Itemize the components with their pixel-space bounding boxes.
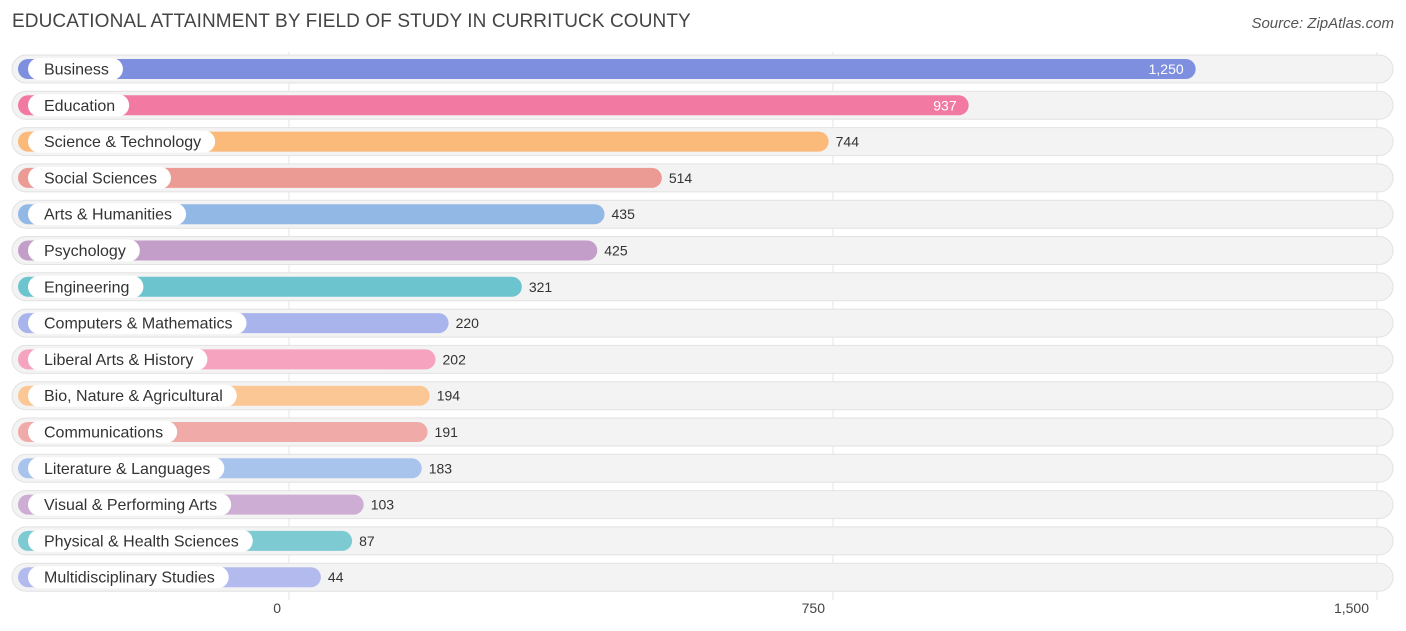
bar-label-pill xyxy=(28,457,225,480)
bar-row: Psychology 425 xyxy=(11,236,1394,265)
bar-label: Multidisciplinary Studies xyxy=(44,570,215,587)
bar-label: Social Sciences xyxy=(44,170,157,187)
bar-row: Physical & Health Sciences 87 xyxy=(11,526,1394,556)
bar-row: Business 1,250 xyxy=(11,54,1394,84)
value-label: 194 xyxy=(437,388,461,404)
bar-label: Psychology xyxy=(44,243,126,260)
bar-row: Science & Technology 744 xyxy=(11,127,1394,157)
x-tick-label: 750 xyxy=(802,600,826,616)
bar xyxy=(18,167,662,188)
bar-row: Liberal Arts & History 202 xyxy=(11,344,1394,374)
bar-label: Education xyxy=(44,98,115,115)
x-tick-label: 0 xyxy=(273,600,281,616)
x-tick-label: 1,500 xyxy=(1334,600,1369,616)
bar-label-pill xyxy=(28,203,187,226)
bar-row: Computers & Mathematics 220 xyxy=(11,308,1394,338)
value-label: 191 xyxy=(435,424,459,440)
bar-label: Visual & Performing Arts xyxy=(44,497,217,514)
bar-label-pill xyxy=(28,166,171,189)
value-label: 435 xyxy=(612,206,636,222)
bar-label-pill xyxy=(28,493,232,516)
bar xyxy=(18,95,969,116)
value-label: 514 xyxy=(669,170,693,186)
chart-title: EDUCATIONAL ATTAINMENT BY FIELD OF STUDY… xyxy=(12,11,691,32)
bar-label-pill xyxy=(28,421,178,443)
bar-label: Literature & Languages xyxy=(44,461,210,478)
value-label: 87 xyxy=(359,533,375,549)
bar-label-pill xyxy=(28,275,144,298)
bar-label-pill xyxy=(28,239,140,262)
bar-track xyxy=(11,562,1394,592)
bar-label: Engineering xyxy=(44,279,129,296)
bar xyxy=(18,240,598,261)
bar-label: Communications xyxy=(44,425,163,442)
bar-label-pill xyxy=(28,529,253,552)
bar-label-pill xyxy=(28,566,229,589)
value-label: 103 xyxy=(371,497,395,513)
bar-row: Social Sciences 514 xyxy=(11,163,1394,193)
value-label: 202 xyxy=(443,351,467,367)
x-axis-ticks: 0 750 1,500 xyxy=(273,600,1369,616)
bar-label: Science & Technology xyxy=(44,134,201,151)
bar-row: Bio, Nature & Agricultural 194 xyxy=(11,381,1394,411)
value-label: 44 xyxy=(328,569,344,585)
bar-label-pill xyxy=(28,58,123,80)
bar-label-pill xyxy=(28,348,208,371)
bar-label: Arts & Humanities xyxy=(44,207,172,224)
bar-row: Engineering 321 xyxy=(11,272,1394,302)
bar xyxy=(18,131,829,152)
bar-label-pill xyxy=(28,130,216,153)
bar-row: Multidisciplinary Studies 44 xyxy=(11,562,1394,592)
value-label: 937 xyxy=(933,97,957,113)
bar-label: Bio, Nature & Agricultural xyxy=(44,388,223,405)
bar-track xyxy=(11,526,1394,556)
bar-label: Physical & Health Sciences xyxy=(44,533,239,550)
value-label: 220 xyxy=(456,315,480,331)
bar-row: Communications 191 xyxy=(11,417,1394,447)
bar-row: Education 937 xyxy=(11,90,1394,120)
value-label: 321 xyxy=(529,279,553,295)
bar-label-pill xyxy=(28,94,130,117)
bar-label-pill xyxy=(28,384,237,407)
value-label: 183 xyxy=(429,460,453,476)
value-label: 744 xyxy=(836,134,860,150)
bar-label: Liberal Arts & History xyxy=(44,352,193,369)
value-label: 425 xyxy=(604,243,628,259)
source-note: Source: ZipAtlas.com xyxy=(1251,15,1394,32)
bar-label: Computers & Mathematics xyxy=(44,316,233,333)
bar-row: Visual & Performing Arts 103 xyxy=(11,490,1394,520)
bar-rows: Business 1,250 Education 937 Science & Techn… xyxy=(11,54,1394,592)
bar xyxy=(18,276,522,297)
bar-label: Business xyxy=(44,62,109,79)
bar xyxy=(18,59,1196,79)
bar-label-pill xyxy=(28,312,247,335)
bar-row: Literature & Languages 183 xyxy=(11,453,1394,483)
value-label: 1,250 xyxy=(1149,61,1184,77)
bar-row: Arts & Humanities 435 xyxy=(11,199,1394,229)
